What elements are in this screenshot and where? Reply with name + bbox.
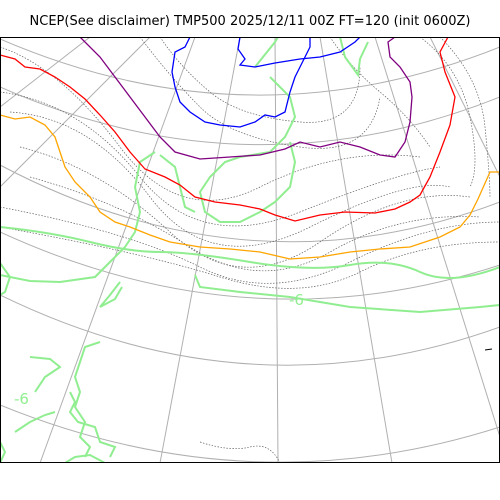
map-title: NCEP(See disclaimer) TMP500 2025/12/11 0… bbox=[29, 14, 471, 29]
map-border bbox=[0, 37, 500, 463]
isotherm-minus-6 bbox=[0, 37, 500, 463]
map-speck bbox=[484, 348, 493, 351]
isotherm-blue-segment bbox=[237, 37, 361, 68]
map-panel: -6 -6 bbox=[0, 37, 500, 463]
isotherm-red bbox=[0, 37, 456, 222]
isotherm-blue bbox=[171, 37, 311, 128]
graticule-meridians bbox=[0, 37, 500, 463]
isotherm-purple bbox=[79, 37, 413, 160]
contour-label: -6 bbox=[14, 390, 29, 408]
temperature-map: -6 -6 bbox=[0, 37, 500, 463]
minor-isotherms bbox=[0, 37, 500, 463]
graticule-latitudes bbox=[0, 38, 500, 463]
isotherm-orange bbox=[0, 114, 500, 260]
contour-label: -6 bbox=[289, 291, 304, 309]
